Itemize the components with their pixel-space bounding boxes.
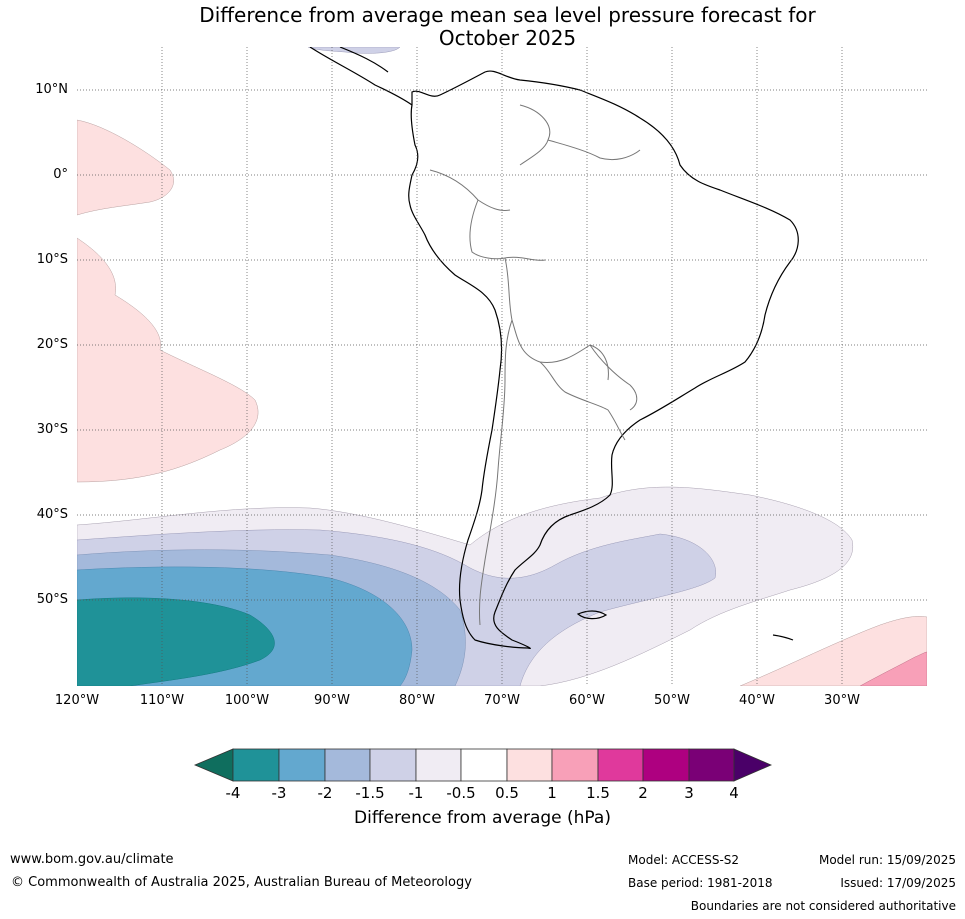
lon-label: 60°W — [569, 693, 605, 708]
boundaries-disclaimer: Boundaries are not considered authoritat… — [690, 899, 956, 913]
country-borders — [429, 104, 641, 626]
colorbar-tick-label: 3 — [684, 784, 694, 802]
lat-label: 30°S — [36, 422, 68, 437]
coastlines — [309, 47, 799, 650]
map-title: Difference from average mean sea level p… — [120, 4, 895, 50]
colorbar-extend-low — [193, 748, 234, 782]
colorbar-title: Difference from average (hPa) — [354, 808, 611, 828]
lat-label: 20°S — [36, 337, 68, 352]
colorbar-tick-label: 1 — [547, 784, 557, 802]
colorbar-extend-high — [733, 748, 773, 782]
lon-label: 40°W — [739, 693, 775, 708]
website-link[interactable]: www.bom.gov.au/climate — [10, 852, 174, 867]
colorbar-tick-label: -2 — [317, 784, 333, 802]
negative-anomaly-region-3 — [77, 597, 275, 686]
lat-label: 40°S — [36, 507, 68, 522]
colorbar-swatch — [460, 748, 508, 782]
lon-label: 30°W — [824, 693, 860, 708]
lon-label: 120°W — [54, 693, 100, 708]
lat-label: 50°S — [36, 592, 68, 607]
lon-label: 90°W — [314, 693, 350, 708]
lon-label: 70°W — [484, 693, 520, 708]
colorbar-tick-label: 2 — [638, 784, 648, 802]
colorbar-tick-label: -4 — [225, 784, 241, 802]
colorbar-tick-label: 1.5 — [586, 784, 610, 802]
central-america-coastline — [309, 47, 413, 106]
colorbar-swatch — [688, 748, 735, 782]
lat-label: 10°S — [36, 252, 68, 267]
graticule — [77, 47, 927, 686]
base-period: Base period: 1981-2018 — [628, 876, 773, 890]
colorbar-swatch — [232, 748, 280, 782]
colorbar-swatch — [278, 748, 326, 782]
negative-anomaly-region-caribbean — [307, 47, 401, 54]
colorbar-swatch — [369, 748, 417, 782]
lat-label: 10°N — [35, 82, 68, 97]
colorbar-tick-label: -0.5 — [446, 784, 476, 802]
positive-anomaly-region-north — [77, 119, 174, 216]
colorbar-tick-label: -1.5 — [355, 784, 385, 802]
colorbar-tick-label: -1 — [408, 784, 424, 802]
lon-label: 80°W — [399, 693, 435, 708]
colorbar-swatch — [415, 748, 462, 782]
south-georgia — [772, 634, 794, 641]
colorbar — [193, 748, 773, 782]
positive-anomaly-region-atlantic-1 — [859, 651, 927, 686]
colorbar-swatch — [597, 748, 644, 782]
colorbar-swatch — [506, 748, 553, 782]
copyright-text: © Commonwealth of Australia 2025, Austra… — [11, 875, 472, 890]
positive-anomaly-region-west — [77, 237, 259, 483]
colorbar-swatch — [551, 748, 599, 782]
colorbar-swatch — [642, 748, 690, 782]
lon-label: 50°W — [654, 693, 690, 708]
colorbar-swatch — [324, 748, 371, 782]
colorbar-tick-label: -3 — [271, 784, 287, 802]
lon-label: 110°W — [139, 693, 185, 708]
model-run-date: Model run: 15/09/2025 — [818, 853, 956, 867]
issued-date: Issued: 17/09/2025 — [840, 876, 956, 890]
south-america-coastline — [408, 70, 799, 650]
model-name: Model: ACCESS-S2 — [628, 853, 740, 867]
positive-anomaly-region-atlantic-05 — [739, 616, 927, 686]
lat-label: 0° — [53, 167, 68, 182]
colorbar-tick-label: 4 — [729, 784, 739, 802]
lon-label: 100°W — [224, 693, 270, 708]
anomaly-contours — [77, 47, 927, 686]
map-title-line1: Difference from average mean sea level p… — [199, 3, 816, 27]
colorbar-tick-label: 0.5 — [495, 784, 519, 802]
map-title-line2: October 2025 — [438, 26, 577, 50]
